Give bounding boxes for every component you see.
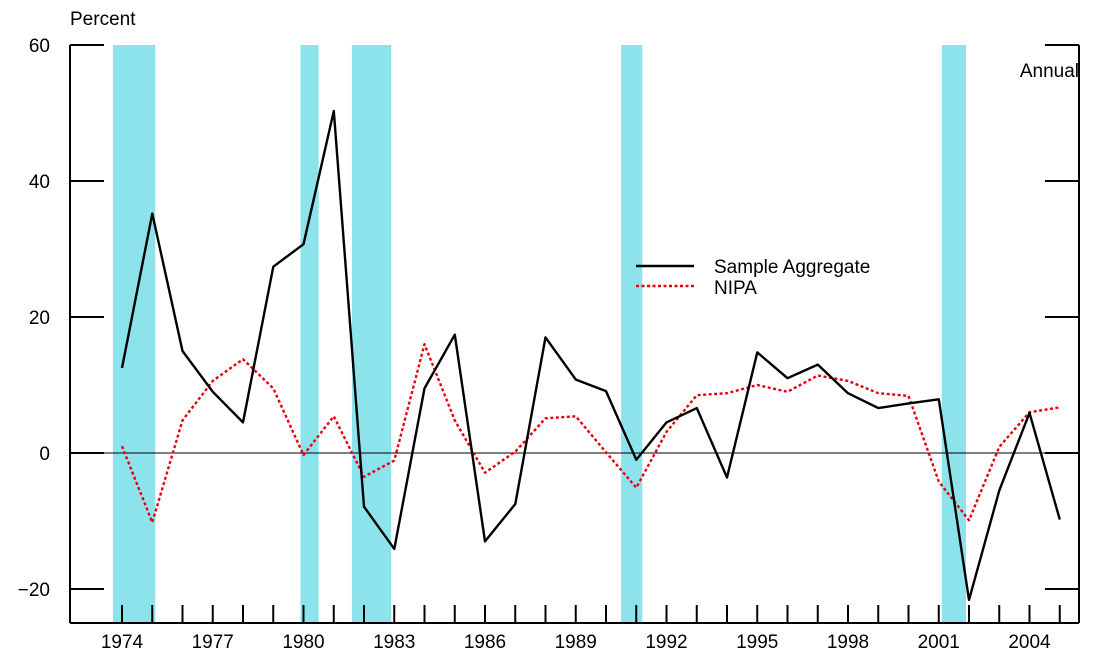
x-tick-label: 2004 <box>1008 632 1051 653</box>
x-tick-label: 1980 <box>282 632 324 653</box>
x-tick-label: 1974 <box>101 632 144 653</box>
legend: Sample Aggregate NIPA <box>636 257 870 299</box>
legend-label-nipa: NIPA <box>714 278 757 299</box>
x-tick-label: 2001 <box>918 632 960 653</box>
recession-band-4 <box>621 45 643 623</box>
x-tick-label: 1983 <box>373 632 415 653</box>
y-tick-label: −20 <box>18 580 50 601</box>
tick-labels: 60 40 20 0 −20 1974 1977 1980 1983 1986 1989 1992 19… <box>18 36 1051 653</box>
x-tick-label: 1995 <box>736 632 778 653</box>
recession-band-5 <box>941 45 966 623</box>
x-tick-label: 1977 <box>192 632 234 653</box>
legend-label-sample-aggregate: Sample Aggregate <box>714 257 870 278</box>
x-tick-label: 1986 <box>464 632 506 653</box>
x-tick-label: 1998 <box>827 632 869 653</box>
y-tick-label: 60 <box>29 36 50 57</box>
series-line-sample-aggregate <box>120 109 1061 602</box>
x-tick-label: 1992 <box>645 632 687 653</box>
series-lines <box>120 109 1061 602</box>
y-tick-label: 20 <box>29 308 50 329</box>
recession-band-1 <box>112 45 156 623</box>
series-line-nipa <box>120 343 1060 524</box>
x-tick-label: 1989 <box>555 632 597 653</box>
recession-band-3 <box>351 45 392 623</box>
frequency-annotation: Annual <box>1020 61 1079 82</box>
y-tick-label: 40 <box>29 172 50 193</box>
recession-bands <box>112 45 966 623</box>
y-axis-label: Percent <box>70 9 136 30</box>
recession-band-2 <box>300 45 319 623</box>
y-tick-label: 0 <box>39 444 50 465</box>
plot-axes <box>69 44 1080 624</box>
